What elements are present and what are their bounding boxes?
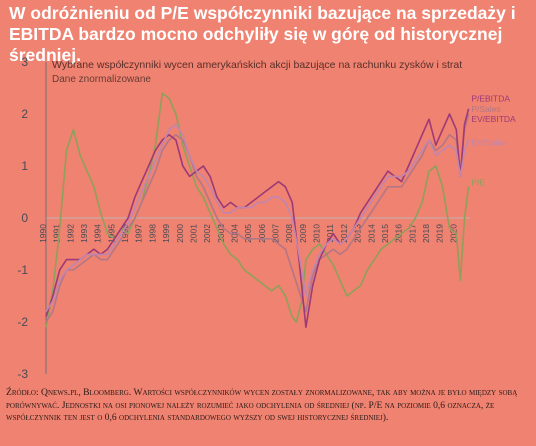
x-tick-label: 2020 — [448, 224, 458, 243]
series-label: P/EBITDA — [471, 93, 510, 103]
series-label: P/Sales — [471, 104, 500, 114]
y-tick-label: -2 — [17, 315, 28, 329]
x-tick-label: 2007 — [271, 224, 281, 243]
y-tick-label: -1 — [17, 263, 28, 277]
x-tick-label: 2001 — [188, 224, 198, 243]
x-tick-label: 2011 — [325, 224, 335, 243]
y-tick-label: 3 — [21, 55, 28, 69]
x-tick-label: 2019 — [435, 224, 445, 243]
x-tick-label: 2003 — [216, 224, 226, 243]
chart-area: -3 -2 -1 0 1 2 3 1990 1991 1992 1993 1994 1995 1996 19… — [0, 46, 536, 382]
x-tick-label: 1995 — [106, 224, 116, 243]
series-label: P/E — [471, 178, 485, 188]
x-tick-label: 2014 — [366, 224, 376, 243]
y-tick-label: -3 — [17, 367, 28, 381]
x-tick-label: 1991 — [52, 224, 62, 243]
x-tick-label: 1993 — [79, 224, 89, 243]
y-tick-label: 2 — [21, 107, 28, 121]
x-tick-label: 1990 — [38, 224, 48, 243]
series-label: EV/EBITDA — [471, 114, 516, 124]
x-tick-label: 1998 — [147, 224, 157, 243]
source-note: Źródło: Qnews.pl, Bloomberg. Wartości ws… — [6, 387, 518, 424]
x-tick-label: 1992 — [65, 224, 75, 243]
y-tick-label: 0 — [21, 211, 28, 225]
x-tick-label: 2010 — [312, 224, 322, 243]
x-tick-label: 2009 — [298, 224, 308, 243]
x-tick-label: 2012 — [339, 224, 349, 243]
headline: W odróżnieniu od P/E współczynniki bazuj… — [9, 3, 516, 65]
chart-subtitle: Dane znormalizowane — [52, 74, 151, 85]
x-tick-label: 1997 — [134, 224, 144, 243]
y-tick-label: 1 — [21, 159, 28, 173]
chart-title: Wybrane współczynniki wycen amerykańskic… — [52, 59, 462, 71]
x-tick-label: 1999 — [161, 224, 171, 243]
series-line-p-e — [45, 92, 470, 328]
x-tick-label: 2015 — [380, 224, 390, 243]
series-label: EV/Sales — [471, 138, 506, 148]
x-tick-label: 2005 — [243, 224, 253, 243]
x-tick-label: 2000 — [175, 224, 185, 243]
series-line-ev-sales — [45, 123, 470, 313]
x-tick-label: 2006 — [257, 224, 267, 243]
series-lines — [45, 92, 470, 329]
x-tick-label: 2008 — [284, 224, 294, 243]
x-tick-label: 2018 — [421, 224, 431, 243]
x-tick-label: 2002 — [202, 224, 212, 243]
x-tick-label: 1994 — [93, 224, 103, 243]
x-tick-label: 2017 — [407, 224, 417, 243]
x-tick-label: 2016 — [394, 224, 404, 243]
series-line-p-sales — [45, 113, 470, 323]
